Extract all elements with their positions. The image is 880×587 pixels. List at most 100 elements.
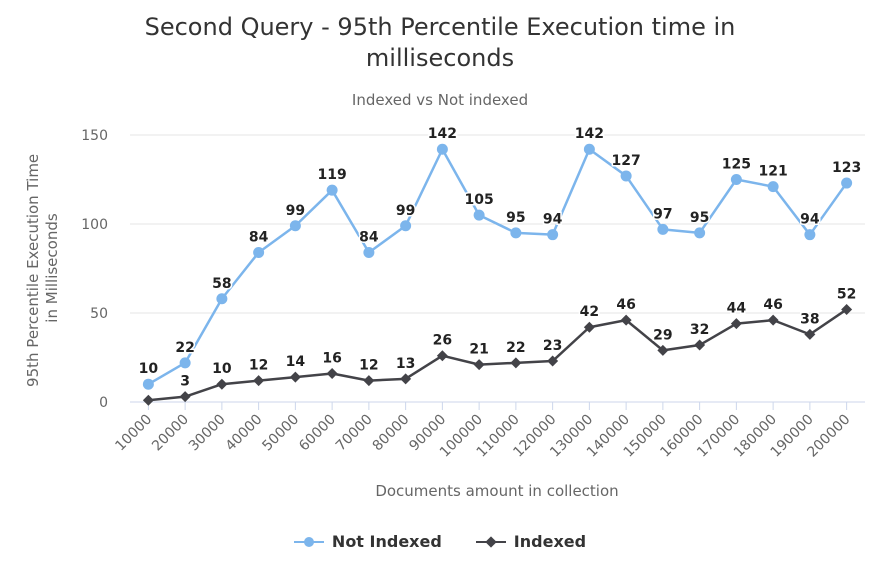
data-point (730, 174, 742, 185)
x-tick-label: 60000 (296, 412, 339, 455)
data-label: 21 (469, 342, 488, 358)
chart-title: Second Query - 95th Percentile Execution… (40, 12, 840, 74)
data-point (510, 357, 522, 369)
legend-label-not-indexed: Not Indexed (331, 532, 442, 551)
data-point (179, 391, 191, 403)
data-point (216, 293, 228, 305)
chart-subtitle: Indexed vs Not indexed (351, 91, 529, 109)
data-point (436, 143, 448, 155)
data-label: 84 (249, 229, 269, 245)
chart-title-line-1: Second Query - 95th Percentile Execution… (144, 13, 736, 41)
data-point (841, 303, 853, 315)
data-label: 13 (396, 356, 415, 372)
data-label: 44 (727, 301, 747, 317)
y-tick-label: 100 (81, 217, 108, 233)
data-point (363, 375, 375, 387)
data-label: 58 (212, 276, 231, 292)
data-label: 26 (433, 333, 452, 349)
data-label: 94 (543, 212, 563, 228)
data-label: 142 (428, 126, 457, 142)
legend-symbol-circle (293, 535, 324, 549)
data-point (253, 375, 265, 387)
data-label: 99 (396, 203, 415, 219)
data-label: 16 (322, 351, 341, 367)
data-point (547, 355, 559, 367)
data-point (473, 209, 485, 221)
data-label: 52 (837, 286, 856, 302)
data-point (804, 328, 816, 340)
data-label: 95 (506, 210, 525, 226)
data-point (583, 143, 595, 155)
x-tick-label: 40000 (223, 412, 266, 455)
data-label: 12 (249, 358, 268, 374)
x-tick-label: 80000 (370, 412, 413, 455)
data-point (289, 220, 301, 232)
legend-item-indexed[interactable]: Indexed (475, 532, 587, 551)
data-point (400, 220, 412, 232)
data-label: 97 (653, 206, 672, 222)
x-tick-label: 10000 (112, 412, 155, 455)
data-point (657, 344, 669, 356)
data-point (694, 339, 706, 351)
data-point (767, 181, 779, 193)
series-line-1 (148, 308, 848, 402)
x-tick-label: 70000 (333, 412, 376, 455)
data-point (216, 378, 228, 390)
data-label: 127 (612, 153, 641, 169)
data-point (547, 229, 559, 241)
data-label: 84 (359, 229, 379, 245)
data-point (436, 350, 448, 362)
legend-label-indexed: Indexed (513, 532, 587, 551)
data-point (767, 314, 779, 326)
data-label: 121 (759, 164, 788, 180)
x-axis: 1000020000300004000050000600007000080000… (112, 401, 865, 461)
data-point (142, 378, 154, 390)
data-point (326, 184, 338, 196)
data-label: 142 (575, 126, 604, 142)
data-label: 105 (465, 192, 494, 208)
data-point (289, 371, 301, 383)
data-point (620, 314, 632, 326)
y-axis-label: 95th Percentile Execution Time in Millis… (24, 149, 61, 387)
data-point (694, 227, 706, 239)
data-label: 38 (800, 311, 819, 327)
data-label: 46 (616, 297, 635, 313)
data-point (620, 170, 632, 182)
x-axis-label: Documents amount in collection (375, 482, 618, 500)
data-point (400, 373, 412, 385)
data-label: 119 (318, 167, 347, 183)
data-label: 32 (690, 322, 709, 338)
data-label: 125 (722, 157, 751, 173)
legend: Not Indexed Indexed (0, 532, 880, 551)
data-label: 14 (286, 354, 306, 370)
y-axis-label-line-2: in Milliseconds (43, 213, 61, 323)
y-axis-label-line-1: 95th Percentile Execution Time (24, 154, 42, 387)
y-tick-label: 150 (81, 128, 108, 144)
data-label: 95 (690, 210, 709, 226)
data-label: 23 (543, 338, 562, 354)
data-label: 46 (763, 297, 782, 313)
y-tick-label: 50 (90, 306, 108, 322)
data-label: 94 (800, 212, 820, 228)
data-point (363, 246, 375, 258)
x-tick-label: 30000 (186, 412, 229, 455)
x-tick-label: 50000 (259, 412, 302, 455)
data-point (253, 246, 265, 258)
data-point (510, 227, 522, 239)
data-point (730, 318, 742, 330)
legend-symbol-diamond (475, 535, 506, 549)
legend-item-not-indexed[interactable]: Not Indexed (293, 532, 442, 551)
series-group (142, 143, 853, 406)
data-label: 10 (212, 361, 232, 377)
y-axis: 0 50 100 150 (81, 128, 108, 411)
data-point (326, 368, 338, 380)
data-label: 29 (653, 327, 672, 343)
y-tick-label: 0 (99, 395, 108, 411)
data-label: 3 (180, 374, 190, 390)
x-tick-label: 20000 (149, 412, 192, 455)
data-label: 99 (286, 203, 305, 219)
data-label: 123 (832, 160, 861, 176)
data-label: 10 (139, 361, 159, 377)
